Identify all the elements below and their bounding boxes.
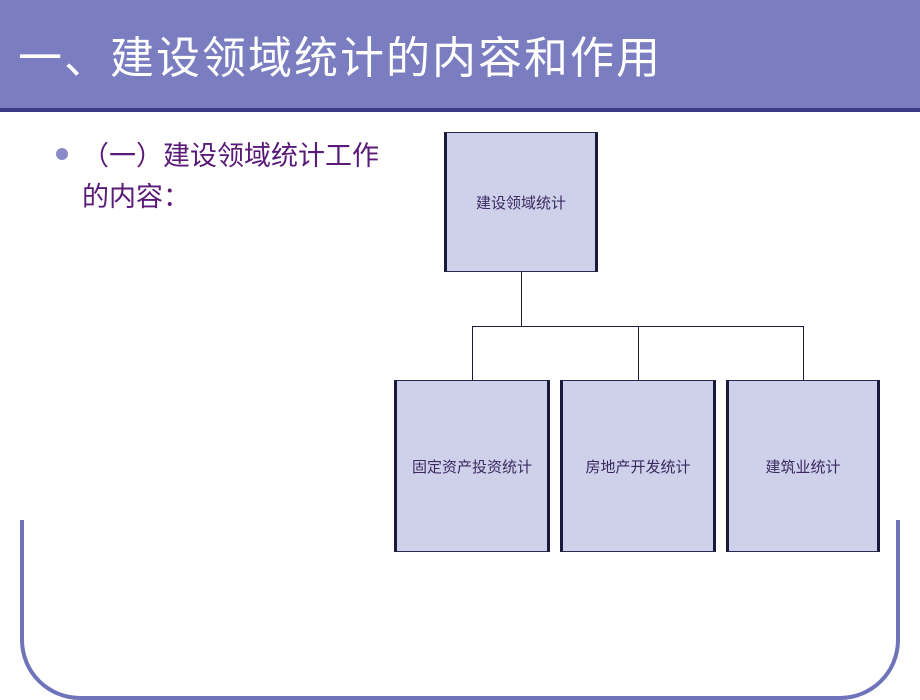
node-child-1-label: 固定资产投资统计 bbox=[412, 456, 532, 477]
node-child-3-label: 建筑业统计 bbox=[765, 456, 840, 477]
connector-child2-down bbox=[638, 326, 639, 380]
connector-child3-down bbox=[803, 326, 804, 380]
connector-root-down bbox=[521, 272, 522, 326]
connector-child1-down bbox=[472, 326, 473, 380]
node-root-label: 建设领域统计 bbox=[476, 192, 566, 213]
node-root-inner: 建设领域统计 bbox=[444, 132, 598, 272]
footer-arc-decoration bbox=[20, 520, 900, 700]
node-child-2-label: 房地产开发统计 bbox=[585, 456, 690, 477]
node-root: 建设领域统计 bbox=[444, 132, 598, 272]
page-title: 一、建设领域统计的内容和作用 bbox=[18, 22, 662, 86]
header-bar: 一、建设领域统计的内容和作用 bbox=[0, 0, 920, 112]
